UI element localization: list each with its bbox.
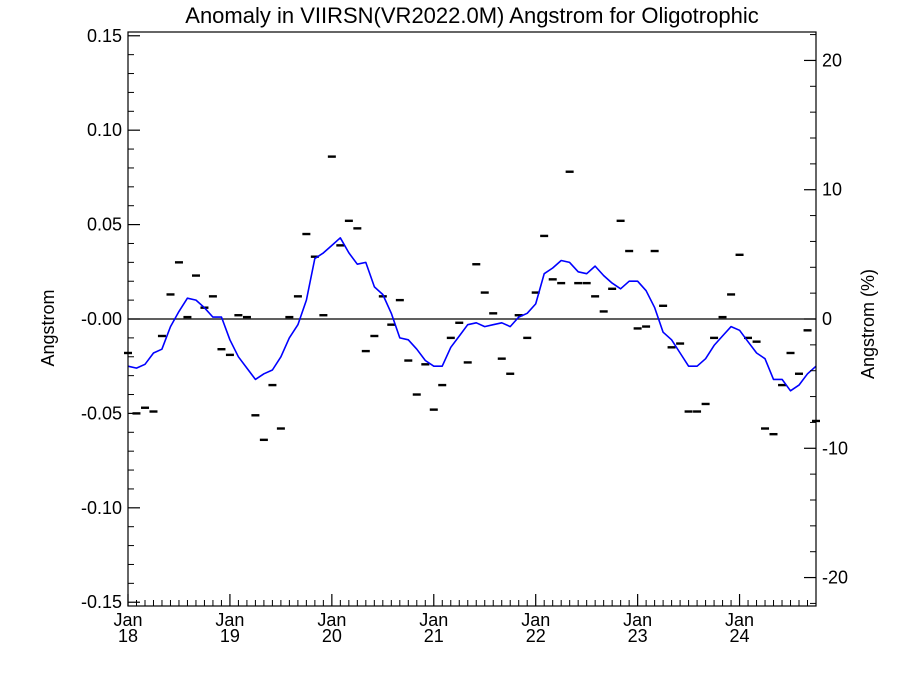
x-tick-month-label: Jan [725,610,754,630]
x-tick-year-label: 18 [118,626,138,646]
y-tick-label: 0.10 [87,120,122,140]
y-tick-label: -0.00 [81,309,122,329]
y2-axis-ticks: 20 10 0 -10 -20 [804,34,848,604]
smoothed-line-group [127,237,817,392]
y-tick-label: -0.05 [81,403,122,423]
y-tick-label: 0.05 [87,215,122,235]
x-tick-month-label: Jan [419,610,448,630]
y-axis-label: Angstrom [38,289,58,366]
x-tick-year-label: 23 [628,626,648,646]
y2-tick-label: 10 [822,180,842,200]
x-tick-year-label: 22 [526,626,546,646]
y-axis-ticks: 0.15 0.10 0.05 -0.00 -0.05 -0.10 -0.15 [81,26,140,612]
x-tick-month-label: Jan [521,610,550,630]
x-tick-month-label: Jan [215,610,244,630]
y2-axis-label: Angstrom (%) [858,269,878,379]
y-tick-label: -0.15 [81,592,122,612]
chart-title: Anomaly in VIIRSN(VR2022.0M) Angstrom fo… [185,3,758,28]
x-tick-month-label: Jan [623,610,652,630]
y-tick-label: 0.15 [87,26,122,46]
smoothed-series-line [127,237,817,392]
x-tick-year-label: 21 [424,626,444,646]
x-tick-month-label: Jan [113,610,142,630]
y2-tick-label: -20 [822,568,848,588]
y2-tick-label: -10 [822,438,848,458]
y2-tick-label: 20 [822,50,842,70]
x-tick-year-label: 20 [322,626,342,646]
x-tick-year-label: 19 [220,626,240,646]
x-tick-year-label: 24 [730,626,750,646]
y-tick-label: -0.10 [81,498,122,518]
x-tick-month-label: Jan [317,610,346,630]
y2-tick-label: 0 [822,309,832,329]
